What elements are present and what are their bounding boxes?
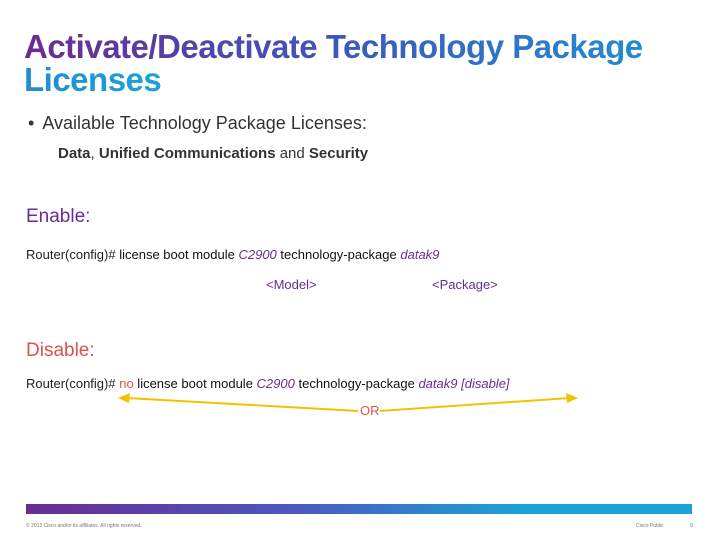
disable-keyword: [disable] (457, 376, 510, 391)
bullet-item: • Available Technology Package Licenses: (28, 113, 367, 133)
disable-command: Router(config)# no license boot module C… (26, 376, 510, 391)
disable-heading: Disable: (26, 340, 95, 361)
bullet-dot-icon: • (28, 113, 35, 133)
package-data: Data (58, 145, 91, 162)
package-value: datak9 (400, 247, 440, 262)
enable-heading: Enable: (26, 206, 91, 227)
package-placeholder: <Package> (432, 277, 498, 292)
model-value: C2900 (238, 247, 277, 262)
or-label: OR (360, 403, 380, 418)
model-placeholder: <Model> (266, 277, 317, 292)
copyright-text: © 2013 Cisco and/or its affiliates. All … (26, 523, 142, 529)
slide-title: Activate/Deactivate Technology Package L… (24, 28, 643, 98)
enable-command: Router(config)# license boot module C290… (26, 247, 440, 262)
page-number: 9 (690, 523, 693, 529)
footer-bar (26, 504, 692, 514)
package-uc: Unified Communications (98, 145, 276, 162)
package-security: Security (308, 145, 369, 162)
package-list: Data, Unified Communications and Securit… (58, 145, 369, 162)
classification-label: Cisco Public (636, 523, 664, 529)
double-arrow-icon (118, 393, 578, 412)
no-keyword: no (119, 376, 134, 391)
